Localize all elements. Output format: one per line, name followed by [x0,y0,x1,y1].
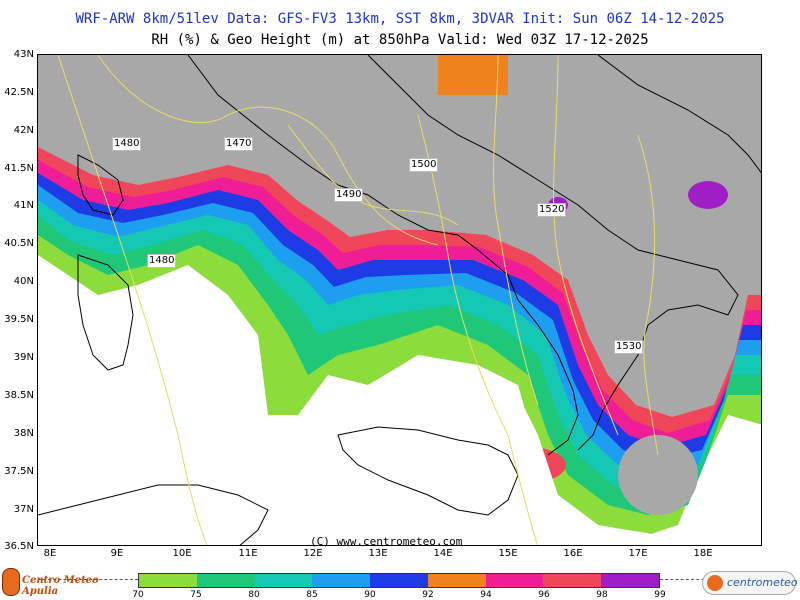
logo-left-text: Centro Meteo Apulia [22,575,99,597]
legend-swatch-70 [139,574,197,587]
coast-balkans [597,55,761,174]
coast-corsica [77,154,124,216]
lon-label-12e: 12E [303,548,323,559]
lat-label-37-5n: 37.5N [4,466,34,477]
legend-left-line [38,579,138,580]
lat-label-42-5n: 42.5N [4,87,34,98]
lon-label-8e: 8E [43,548,57,559]
lon-label-13e: 13E [368,548,388,559]
coast-sicily [337,426,519,516]
rh-color-legend [138,573,660,588]
low-rh-southwest [38,290,683,545]
lat-label-42n: 42N [13,125,34,136]
centro-meteo-apulia-logo: Centro Meteo Apulia [2,568,132,597]
lat-label-41-5n: 41.5N [4,163,34,174]
contour-label-1480-south: 1480 [147,254,177,268]
contour-1500 [417,114,538,545]
lat-label-39n: 39N [13,352,34,363]
lat-label-38-5n: 38.5N [4,390,34,401]
contour-1480 [57,55,208,545]
map-subtitle: RH (%) & Geo Height (m) at 850hPa Valid:… [151,32,649,48]
contour-1510 [493,55,539,406]
legend-tick-70: 70 [132,590,144,600]
legend-tick-92: 92 [422,590,434,600]
contour-label-1470: 1470 [224,137,254,151]
lat-label-41n: 41N [13,200,34,211]
contour-label-1530: 1530 [614,340,644,354]
contour-1470 [97,55,439,246]
coast-italy-west [187,55,579,456]
legend-swatch-85 [312,574,371,587]
watermark: (C) www.centrometeo.com [310,535,463,548]
centrometeo-logo: centrometeo [702,571,798,595]
legend-tick-94: 94 [480,590,492,600]
lon-label-10e: 10E [172,548,192,559]
map-panel [37,54,762,546]
rh-99-core [38,55,761,417]
lon-label-9e: 9E [110,548,124,559]
lon-label-17e: 17E [628,548,648,559]
lat-label-36-5n: 36.5N [4,541,34,552]
legend-tick-75: 75 [190,590,202,600]
contour-label-1520: 1520 [537,203,567,217]
logo-right-text: centrometeo [727,576,798,589]
legend-tick-96: 96 [538,590,550,600]
geopotential-contours [57,55,659,545]
lon-label-14e: 14E [433,548,453,559]
legend-swatch-75 [196,574,255,587]
lat-label-38n: 38N [13,428,34,439]
rh-patch-orange [438,55,508,95]
legend-swatch-92 [427,574,486,587]
legend-swatch-90 [370,574,428,587]
lat-label-39-5n: 39.5N [4,314,34,325]
legend-tick-99: 99 [654,590,666,600]
coast-tunisia [38,484,269,545]
coastlines [38,55,761,545]
legend-swatch-96 [543,574,602,587]
legend-swatch-94 [485,574,544,587]
legend-tick-80: 80 [248,590,260,600]
lon-label-18e: 18E [693,548,713,559]
lat-label-37n: 37N [13,504,34,515]
contour-1490 [287,124,459,226]
coast-italy-east [367,55,739,451]
lat-label-40-5n: 40.5N [4,238,34,249]
contour-label-1480-north: 1480 [112,137,142,151]
legend-right-line [660,579,720,580]
contour-label-1490: 1490 [334,188,364,202]
contour-label-1500: 1500 [409,158,439,172]
legend-tick-85: 85 [306,590,318,600]
legend-swatch-98 [601,574,660,587]
contour-1520 [553,55,619,436]
coast-sardinia [77,254,134,371]
map-title: WRF-ARW 8km/51lev Data: GFS-FV3 13km, SS… [75,11,725,27]
lon-label-11e: 11E [238,548,258,559]
logo-sun-icon [707,575,723,591]
legend-swatch-80 [254,574,313,587]
rh-field-map [38,55,761,545]
lon-label-15e: 15E [498,548,518,559]
legend-tick-98: 98 [596,590,608,600]
lat-label-43n: 43N [13,49,34,60]
lat-label-40n: 40N [13,276,34,287]
rh-patch-purple-1 [688,181,728,209]
contour-1530 [637,134,659,456]
legend-tick-90: 90 [364,590,376,600]
lon-label-16e: 16E [563,548,583,559]
logo-badge-icon [2,568,20,596]
rh-cell-ionian [618,435,698,515]
